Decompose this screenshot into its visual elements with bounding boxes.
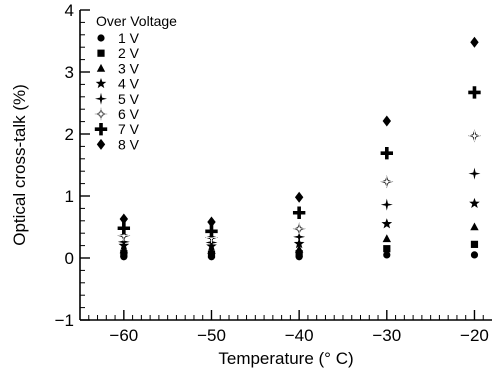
data-point	[470, 251, 479, 259]
data-point	[207, 246, 216, 254]
data-point	[292, 206, 306, 219]
data-point	[293, 238, 305, 249]
data-point	[207, 216, 216, 228]
data-point	[468, 167, 481, 180]
data-point	[381, 218, 393, 229]
legend-label: 8 V	[118, 136, 140, 152]
legend-items: 1 V2 V3 V4 V5 V6 V7 V8 V	[94, 30, 140, 152]
series-6	[117, 129, 481, 245]
series-8	[119, 36, 479, 228]
data-point	[117, 222, 131, 235]
data-point	[207, 250, 216, 258]
legend-label: 4 V	[118, 76, 140, 92]
legend: Over Voltage 1 V2 V3 V4 V5 V6 V7 V8 V	[94, 13, 177, 152]
y-tick-label: −1	[55, 311, 74, 330]
data-point	[380, 198, 393, 211]
series-2	[120, 240, 479, 258]
legend-title: Over Voltage	[96, 13, 177, 29]
legend-label: 5 V	[118, 91, 140, 107]
data-point	[294, 244, 304, 253]
data-point	[292, 222, 306, 236]
data-point	[380, 147, 394, 160]
data-point	[470, 222, 479, 231]
x-tick-label: −50	[197, 326, 226, 345]
data-points	[117, 36, 481, 261]
data-point	[382, 234, 392, 243]
x-tick-label: −30	[372, 326, 401, 345]
x-ticks	[88, 310, 484, 320]
legend-item: 4 V	[95, 76, 140, 92]
x-tick-label: −20	[460, 326, 489, 345]
legend-marker	[97, 34, 105, 42]
legend-marker	[95, 92, 107, 105]
legend-marker	[94, 107, 108, 121]
data-point	[380, 175, 394, 189]
data-point	[119, 245, 129, 254]
data-point	[295, 250, 303, 258]
legend-label: 6 V	[118, 106, 140, 122]
data-point	[120, 250, 128, 258]
legend-marker	[96, 138, 106, 150]
series-3	[119, 222, 479, 254]
series-7	[117, 86, 481, 238]
legend-marker	[97, 49, 105, 57]
legend-item: 1 V	[97, 30, 140, 46]
x-tick-labels: −60 −50 −40 −30 −20	[109, 326, 488, 345]
x-tick-label: −60	[109, 326, 138, 345]
y-tick-label: 0	[65, 249, 74, 268]
legend-marker	[95, 78, 107, 89]
data-point	[383, 251, 391, 259]
data-point	[469, 197, 480, 208]
y-tick-label: 3	[65, 63, 74, 82]
data-point	[293, 230, 306, 243]
legend-item: 8 V	[96, 136, 140, 152]
legend-item: 5 V	[95, 91, 140, 107]
y-tick-label: 4	[65, 1, 74, 20]
data-point	[383, 245, 391, 253]
y-axis-label: Optical cross-talk (%)	[10, 84, 29, 246]
data-point	[467, 129, 481, 143]
legend-label: 1 V	[118, 30, 140, 46]
x-tick-label: −40	[285, 326, 314, 345]
legend-label: 3 V	[118, 60, 140, 76]
y-tick-label: 1	[65, 187, 74, 206]
data-point	[382, 115, 392, 127]
legend-item: 3 V	[96, 60, 140, 76]
x-axis-label: Temperature (° C)	[218, 349, 353, 368]
legend-item: 7 V	[94, 121, 140, 137]
legend-label: 7 V	[118, 121, 140, 137]
legend-marker	[96, 63, 106, 72]
legend-item: 2 V	[97, 45, 140, 61]
legend-label: 2 V	[118, 45, 140, 61]
data-point	[119, 213, 129, 225]
data-point	[205, 225, 218, 238]
data-point	[470, 36, 479, 48]
legend-marker	[94, 123, 108, 136]
legend-item: 6 V	[94, 106, 140, 122]
data-point	[468, 86, 481, 99]
y-tick-label: 2	[65, 125, 74, 144]
data-point	[294, 191, 304, 203]
plot-frame	[79, 10, 492, 321]
data-point	[470, 240, 479, 248]
y-tick-labels: −1 0 1 2 3 4	[55, 1, 74, 330]
y-ticks	[80, 9, 90, 321]
